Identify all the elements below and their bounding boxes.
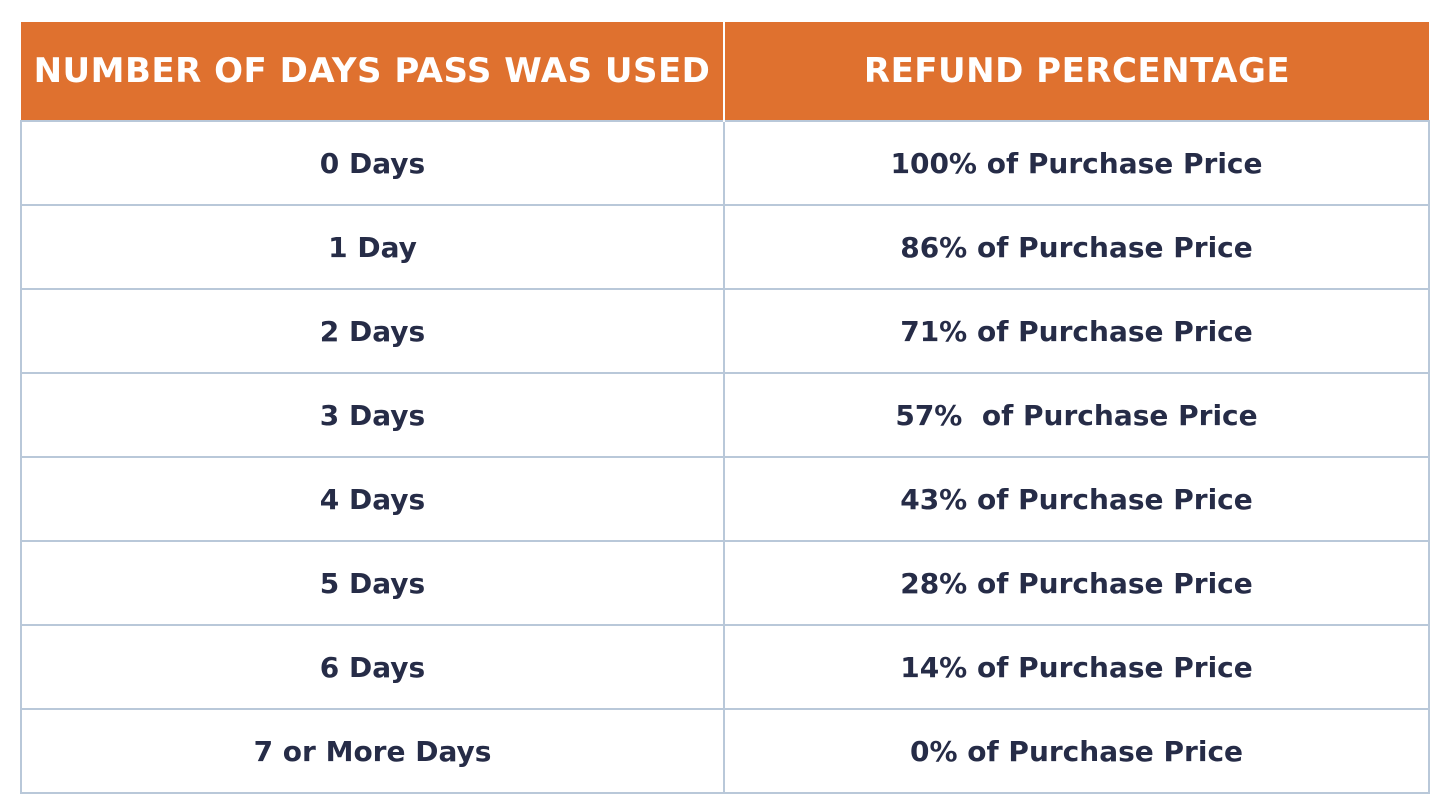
table-row: 2 Days 71% of Purchase Price	[20, 288, 1430, 374]
table-row: 1 Day 86% of Purchase Price	[20, 204, 1430, 290]
refund-percentage-cell: 43% of Purchase Price	[723, 456, 1430, 542]
days-used-cell: 4 Days	[20, 456, 725, 542]
table-header: NUMBER OF DAYS PASS WAS USED REFUND PERC…	[21, 22, 1429, 121]
table-row: 4 Days 43% of Purchase Price	[20, 456, 1430, 542]
refund-percentage-cell: 86% of Purchase Price	[723, 204, 1430, 290]
table-row: 5 Days 28% of Purchase Price	[20, 540, 1430, 626]
days-used-cell: 0 Days	[20, 120, 725, 206]
table-row: 7 or More Days 0% of Purchase Price	[20, 708, 1430, 794]
refund-table: NUMBER OF DAYS PASS WAS USED REFUND PERC…	[20, 22, 1430, 794]
days-used-cell: 5 Days	[20, 540, 725, 626]
days-used-cell: 6 Days	[20, 624, 725, 710]
days-used-cell: 3 Days	[20, 372, 725, 458]
header-refund-percentage: REFUND PERCENTAGE	[724, 22, 1429, 121]
table-row: 3 Days 57% of Purchase Price	[20, 372, 1430, 458]
refund-percentage-cell: 14% of Purchase Price	[723, 624, 1430, 710]
table-row: 6 Days 14% of Purchase Price	[20, 624, 1430, 710]
table-row: 0 Days 100% of Purchase Price	[20, 120, 1430, 206]
header-days-used: NUMBER OF DAYS PASS WAS USED	[21, 22, 725, 121]
refund-percentage-cell: 28% of Purchase Price	[723, 540, 1430, 626]
refund-percentage-cell: 57% of Purchase Price	[723, 372, 1430, 458]
header-row: NUMBER OF DAYS PASS WAS USED REFUND PERC…	[21, 22, 1429, 121]
table-body: 0 Days 100% of Purchase Price 1 Day 86% …	[20, 120, 1430, 794]
days-used-cell: 7 or More Days	[20, 708, 725, 794]
days-used-cell: 1 Day	[20, 204, 725, 290]
refund-percentage-cell: 100% of Purchase Price	[723, 120, 1430, 206]
refund-percentage-cell: 0% of Purchase Price	[723, 708, 1430, 794]
refund-percentage-cell: 71% of Purchase Price	[723, 288, 1430, 374]
days-used-cell: 2 Days	[20, 288, 725, 374]
